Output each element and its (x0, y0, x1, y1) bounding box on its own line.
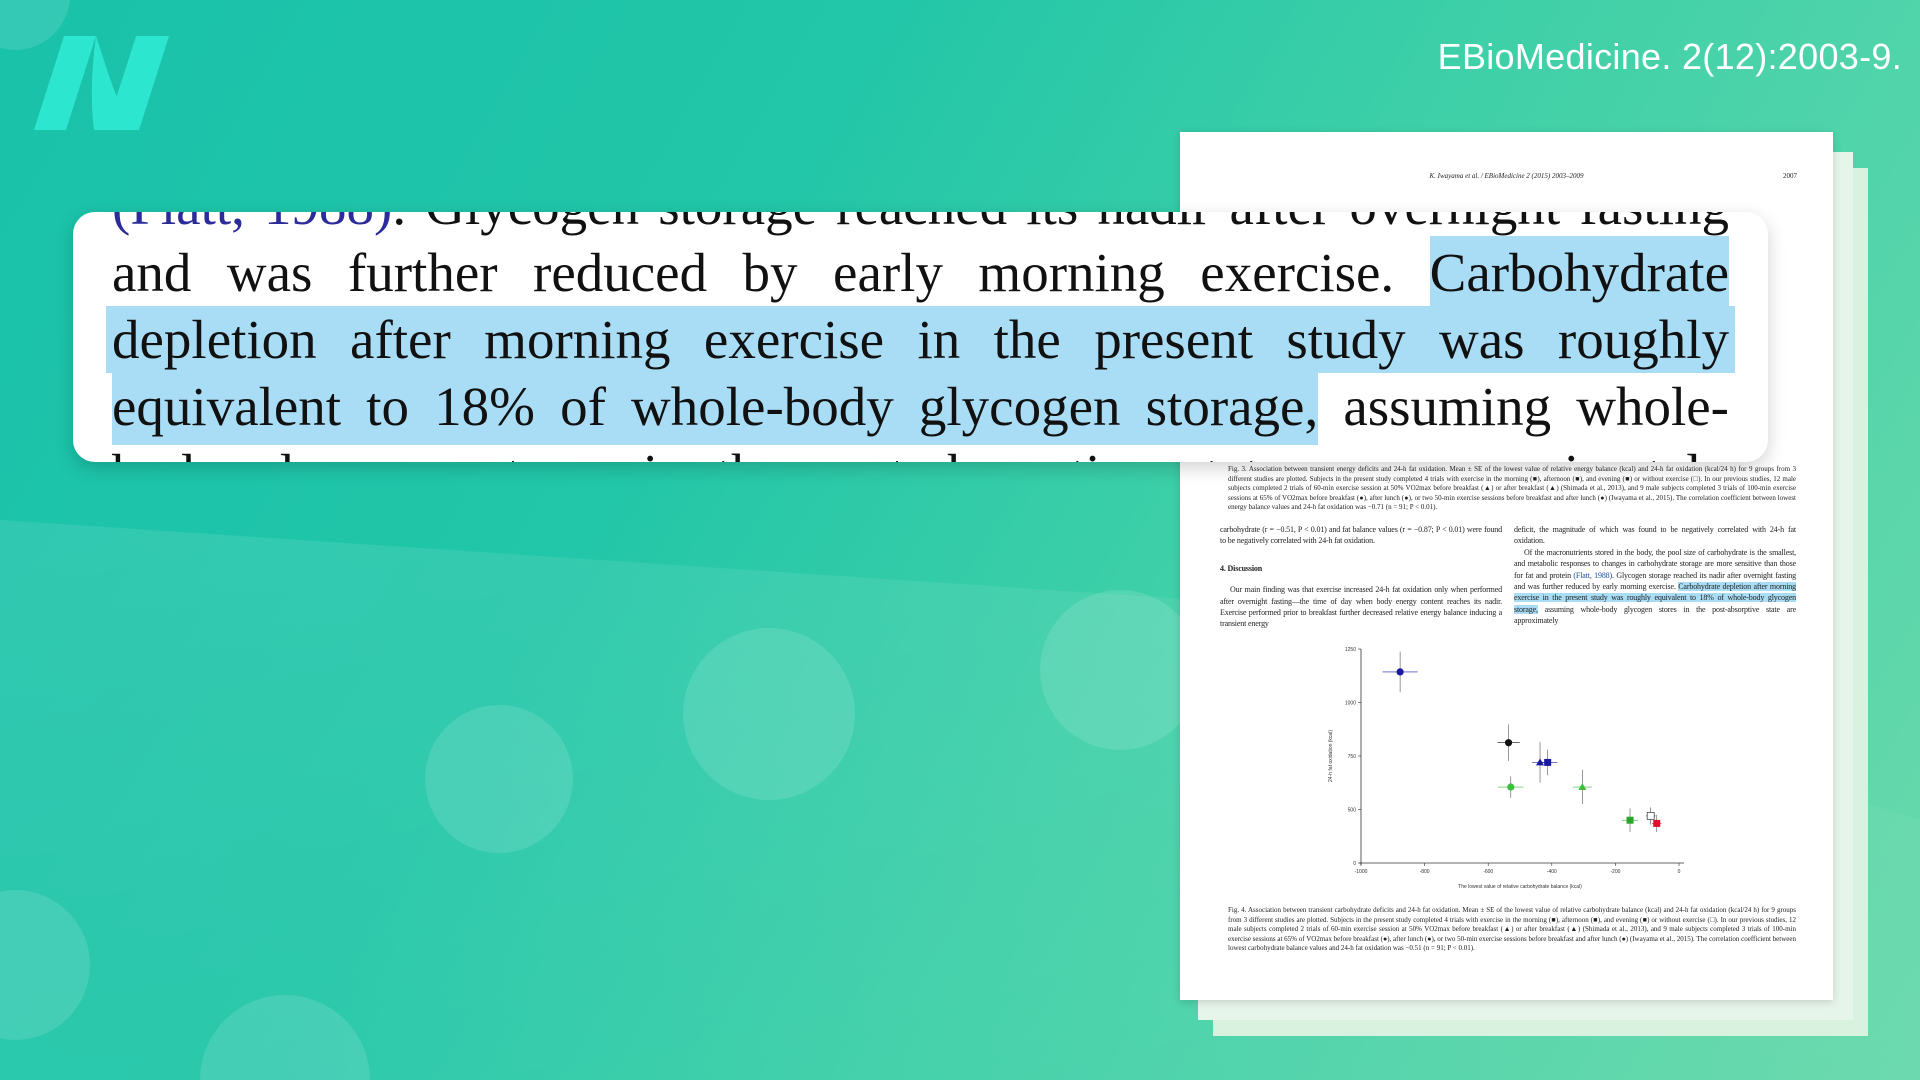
y-tick-label: 1250 (1345, 647, 1356, 653)
zoomed-passage: (Flatt, 1988). Glycogen storage reached … (106, 212, 1735, 462)
page-number: 2007 (1783, 172, 1797, 180)
paragraph: Our main finding was that exercise incre… (1220, 585, 1502, 629)
x-tick-label: -200 (1610, 869, 1620, 875)
text-line: and was further reduced by early morning… (112, 236, 1729, 311)
x-tick-label: -600 (1483, 869, 1493, 875)
paragraph: deficit, the magnitude of which was foun… (1514, 525, 1796, 546)
background-bubble (425, 705, 573, 853)
x-tick-label: 0 (1678, 869, 1681, 875)
paragraph: carbohydrate (r = −0.51, P < 0.01) and f… (1220, 525, 1502, 546)
text-line: equivalent to 18% of whole-body glycogen… (112, 370, 1729, 445)
data-point-circle (1507, 783, 1515, 791)
scatter-chart: -1000 -800 -600 -400 -200 0 0 500 750 1000 1250 The… (1328, 647, 1684, 890)
right-column: deficit, the magnitude of which was foun… (1514, 524, 1796, 627)
data-point-square (1626, 816, 1634, 824)
highlighted-text: equivalent to 18% of whole-body glycogen… (112, 370, 1319, 445)
data-point-triangle (1536, 758, 1545, 766)
data-point-square (1653, 819, 1661, 827)
text: assuming whole-body glycogen stores in t… (1514, 604, 1796, 626)
paragraph: Of the macronutrients stored in the body… (1514, 547, 1796, 627)
brand-logo-icon (34, 36, 169, 130)
running-header: K. Iwayama et al. / EBioMedicine 2 (2015… (1429, 172, 1584, 180)
x-tick-label: -800 (1420, 869, 1430, 875)
text-line: body glycogen stores in the post-absorpt… (112, 440, 1729, 462)
citation-link[interactable]: (Flatt, 1988) (112, 212, 392, 236)
text-line: (Flatt, 1988). Glycogen storage reached … (112, 212, 1729, 239)
fig3-caption: Fig. 3. Association between transient en… (1228, 465, 1796, 511)
zoomed-text-callout: (Flatt, 1988). Glycogen storage reached … (73, 212, 1768, 462)
text: and was further reduced by early morning… (112, 242, 1430, 303)
y-tick-label: 0 (1353, 861, 1356, 867)
citation-label: EBioMedicine. 2(12):2003-9. (1437, 36, 1902, 77)
background-bubble (683, 628, 855, 800)
citation-link[interactable]: (Flatt, 1988) (1573, 570, 1613, 580)
data-point-triangle (1578, 783, 1587, 791)
x-axis-label: The lowest value of relative carbohydrat… (1458, 884, 1582, 890)
data-point-square (1544, 758, 1552, 766)
text: assuming whole- (1318, 376, 1729, 437)
text: body glycogen stores in the post-absorpt… (112, 443, 1729, 462)
text: . Glycogen storage reached its nadir aft… (392, 212, 1729, 236)
text-line: depletion after morning exercise in the … (106, 306, 1735, 373)
fig4-caption: Fig. 4. Association between transient ca… (1228, 906, 1796, 952)
y-axis-label: 24-h fat oxidation (kcal) (1328, 730, 1334, 782)
text: . Glycogen storage reached its nadir aft… (1514, 570, 1797, 592)
section-heading: 4. Discussion (1220, 563, 1263, 573)
y-tick-label: 500 (1348, 808, 1357, 814)
data-point-circle (1396, 668, 1404, 676)
left-column: carbohydrate (r = −0.51, P < 0.01) and f… (1220, 524, 1502, 630)
text: Of the macronutrients stored in the body… (1514, 547, 1796, 580)
y-tick-label: 1000 (1345, 701, 1356, 707)
background-bubble (1040, 590, 1200, 750)
x-tick-label: -1000 (1355, 869, 1368, 875)
data-point-open-square (1646, 812, 1655, 820)
highlighted-text: Carbohydrate (1429, 236, 1729, 311)
y-tick-label: 750 (1348, 754, 1357, 760)
x-tick-label: -400 (1547, 869, 1557, 875)
data-point-circle (1504, 739, 1513, 747)
highlighted-text: depletion after morning exercise in the … (106, 306, 1735, 373)
